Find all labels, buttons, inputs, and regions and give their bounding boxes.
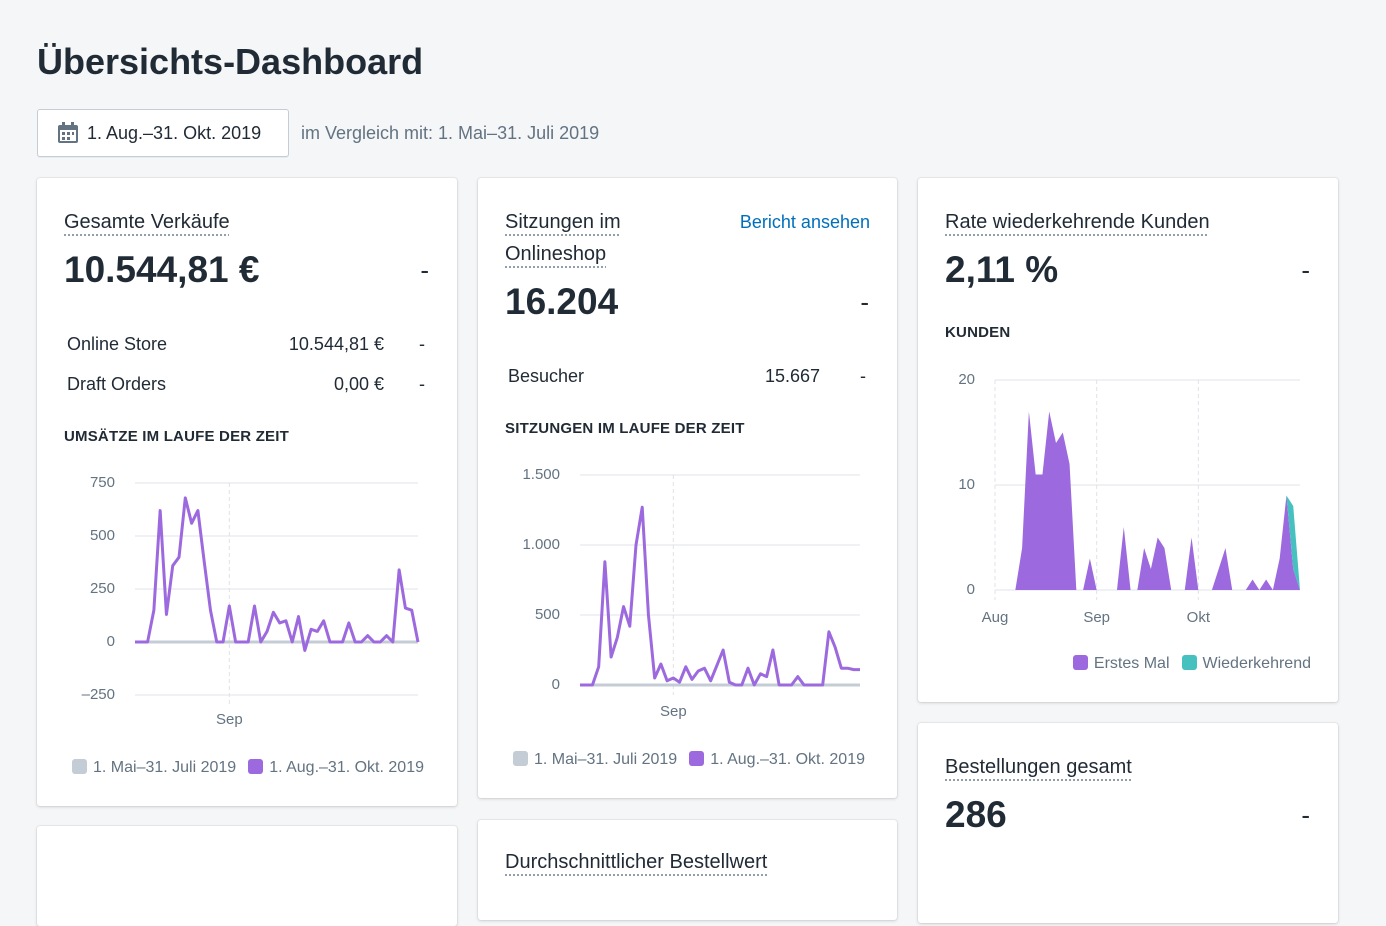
card: Sitzungen im Onlineshop Bericht ansehen … — [478, 178, 897, 798]
legend-swatch — [72, 759, 87, 774]
legend-item: 1. Mai–31. Juli 2019 — [513, 750, 677, 770]
x-tick-label: Okt — [1187, 609, 1211, 626]
row-label: Besucher — [508, 366, 585, 386]
legend: 1. Mai–31. Juli 2019 1. Aug.–31. Okt. 201… — [513, 750, 865, 770]
legend-label: Wiederkehrend — [1202, 655, 1312, 672]
row-change: - — [860, 366, 866, 386]
card: Durchschnittlicher Bestellwert — [478, 820, 897, 920]
card-title: Gesamte Verkäufe — [64, 211, 230, 233]
legend-item: Erstes Mal — [1072, 654, 1170, 674]
y-tick-label: 250 — [90, 580, 115, 597]
y-tick-label: 20 — [958, 371, 975, 388]
chart: –250 0 250 500 750 Sep — [82, 474, 420, 728]
metric-value: 16.204 — [505, 281, 619, 322]
chart: 0 10 20 Aug Sep Okt — [958, 371, 1300, 626]
legend-swatch — [1072, 655, 1088, 670]
legend-label: 1. Aug.–31. Okt. 2019 — [269, 759, 424, 776]
y-tick-label: 1.500 — [522, 466, 560, 483]
metric-change: - — [860, 287, 869, 317]
calendar-icon — [58, 122, 78, 143]
legend-label: 1. Mai–31. Juli 2019 — [534, 751, 678, 768]
legend: Erstes Mal Wiederkehrend — [1072, 654, 1312, 674]
chart-title: UMSÄTZE IM LAUFE DER ZEIT — [64, 428, 289, 445]
legend-label: 1. Aug.–31. Okt. 2019 — [710, 751, 865, 768]
legend-item: 1. Mai–31. Juli 2019 — [72, 758, 236, 778]
card-title: Sitzungen im Onlineshop — [505, 211, 621, 265]
metric-change: - — [420, 255, 429, 285]
card — [37, 826, 457, 926]
x-tick-label: Sep — [1083, 609, 1110, 626]
legend-item: 1. Aug.–31. Okt. 2019 — [248, 758, 424, 778]
y-tick-label: 1.000 — [522, 536, 560, 553]
comparison: im Vergleich mit: 1. Mai–31. Juli 2019 — [301, 123, 600, 143]
legend-swatch — [513, 751, 528, 766]
chart: 0 500 1.000 1.500 Sep — [522, 466, 860, 720]
page: Übersichts-Dashboard 1. Aug.–31. Okt. 20… — [37, 41, 1338, 926]
metric-change: - — [1301, 800, 1310, 830]
y-tick-label: 0 — [967, 581, 975, 598]
date-button[interactable]: 1. Aug.–31. Okt. 2019 — [37, 109, 289, 157]
legend-label: 1. Mai–31. Juli 2019 — [93, 759, 237, 776]
y-tick-label: 0 — [552, 676, 560, 693]
metric-change: - — [1301, 255, 1310, 285]
legend-swatch — [689, 751, 705, 766]
series-line — [135, 496, 420, 652]
legend-item: Wiederkehrend — [1181, 654, 1312, 674]
x-tick-label: Aug — [982, 609, 1009, 626]
card: Gesamte Verkäufe 10.544,81 € - Online St… — [37, 178, 457, 806]
report-link[interactable]: Bericht ansehen — [739, 212, 870, 232]
y-tick-label: 0 — [107, 633, 115, 650]
y-tick-label: 10 — [958, 476, 975, 493]
row-change: - — [419, 374, 425, 394]
page-title: Übersichts-Dashboard — [37, 41, 424, 82]
row-value: 15.667 — [764, 366, 820, 386]
card-title: Bestellungen gesamt — [945, 756, 1132, 778]
legend-label: Erstes Mal — [1093, 655, 1170, 672]
chart-title: SITZUNGEN IM LAUFE DER ZEIT — [505, 420, 745, 437]
row-value: 10.544,81 € — [288, 334, 384, 354]
x-tick-label: Sep — [216, 711, 243, 728]
metric-value: 2,11 % — [945, 249, 1059, 290]
metric-value: 286 — [945, 794, 1007, 835]
y-tick-label: 750 — [90, 474, 115, 491]
y-tick-label: 500 — [90, 527, 115, 544]
y-tick-label: –250 — [82, 686, 115, 703]
x-tick-label: Sep — [660, 703, 687, 720]
metric-value: 10.544,81 € — [64, 249, 260, 290]
legend-item: 1. Aug.–31. Okt. 2019 — [689, 750, 865, 770]
card: Bestellungen gesamt 286 - — [918, 723, 1338, 923]
row-label: Online Store — [67, 334, 168, 354]
row-label: Draft Orders — [67, 374, 167, 394]
row-value: 0,00 € — [333, 374, 384, 394]
legend-swatch — [248, 759, 264, 774]
card-title: Rate wiederkehrende Kunden — [945, 211, 1210, 233]
series-line — [580, 505, 860, 687]
legend: 1. Mai–31. Juli 2019 1. Aug.–31. Okt. 201… — [72, 758, 424, 778]
legend-swatch — [1181, 655, 1197, 670]
date-range: 1. Aug.–31. Okt. 2019 — [87, 123, 262, 143]
row-change: - — [419, 334, 425, 354]
card: Rate wiederkehrende Kunden 2,11 % - KUND… — [918, 178, 1338, 702]
y-tick-label: 500 — [535, 606, 560, 623]
card-title: Durchschnittlicher Bestellwert — [505, 851, 768, 873]
chart-title: KUNDEN — [945, 324, 1011, 341]
series-area — [995, 411, 1300, 590]
